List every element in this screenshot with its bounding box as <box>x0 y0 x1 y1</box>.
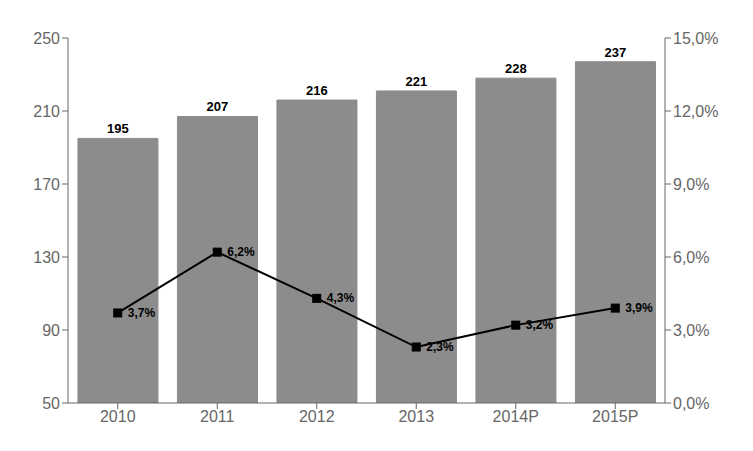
svg-text:237: 237 <box>605 45 627 60</box>
svg-text:6,2%: 6,2% <box>227 245 255 259</box>
svg-text:2014P: 2014P <box>493 408 539 425</box>
svg-text:0,0%: 0,0% <box>673 395 709 412</box>
svg-text:50: 50 <box>42 395 60 412</box>
svg-text:210: 210 <box>33 103 60 120</box>
svg-text:195: 195 <box>107 121 129 136</box>
svg-text:90: 90 <box>42 322 60 339</box>
svg-text:130: 130 <box>33 249 60 266</box>
svg-text:2015P: 2015P <box>592 408 638 425</box>
svg-text:170: 170 <box>33 176 60 193</box>
svg-text:9,0%: 9,0% <box>673 176 709 193</box>
svg-text:3,2%: 3,2% <box>526 318 554 332</box>
svg-text:228: 228 <box>505 61 527 76</box>
svg-text:216: 216 <box>306 83 328 98</box>
svg-text:2010: 2010 <box>100 408 136 425</box>
svg-text:3,0%: 3,0% <box>673 322 709 339</box>
svg-text:2,3%: 2,3% <box>426 340 454 354</box>
svg-text:221: 221 <box>406 74 428 89</box>
svg-text:3,9%: 3,9% <box>625 301 653 315</box>
svg-text:15,0%: 15,0% <box>673 30 718 47</box>
svg-text:250: 250 <box>33 30 60 47</box>
svg-text:207: 207 <box>207 99 229 114</box>
svg-text:2012: 2012 <box>299 408 335 425</box>
svg-text:3,7%: 3,7% <box>128 306 156 320</box>
svg-text:12,0%: 12,0% <box>673 103 718 120</box>
svg-text:2011: 2011 <box>200 408 235 425</box>
svg-text:2013: 2013 <box>398 408 434 425</box>
svg-text:4,3%: 4,3% <box>327 291 355 305</box>
svg-text:6,0%: 6,0% <box>673 249 709 266</box>
